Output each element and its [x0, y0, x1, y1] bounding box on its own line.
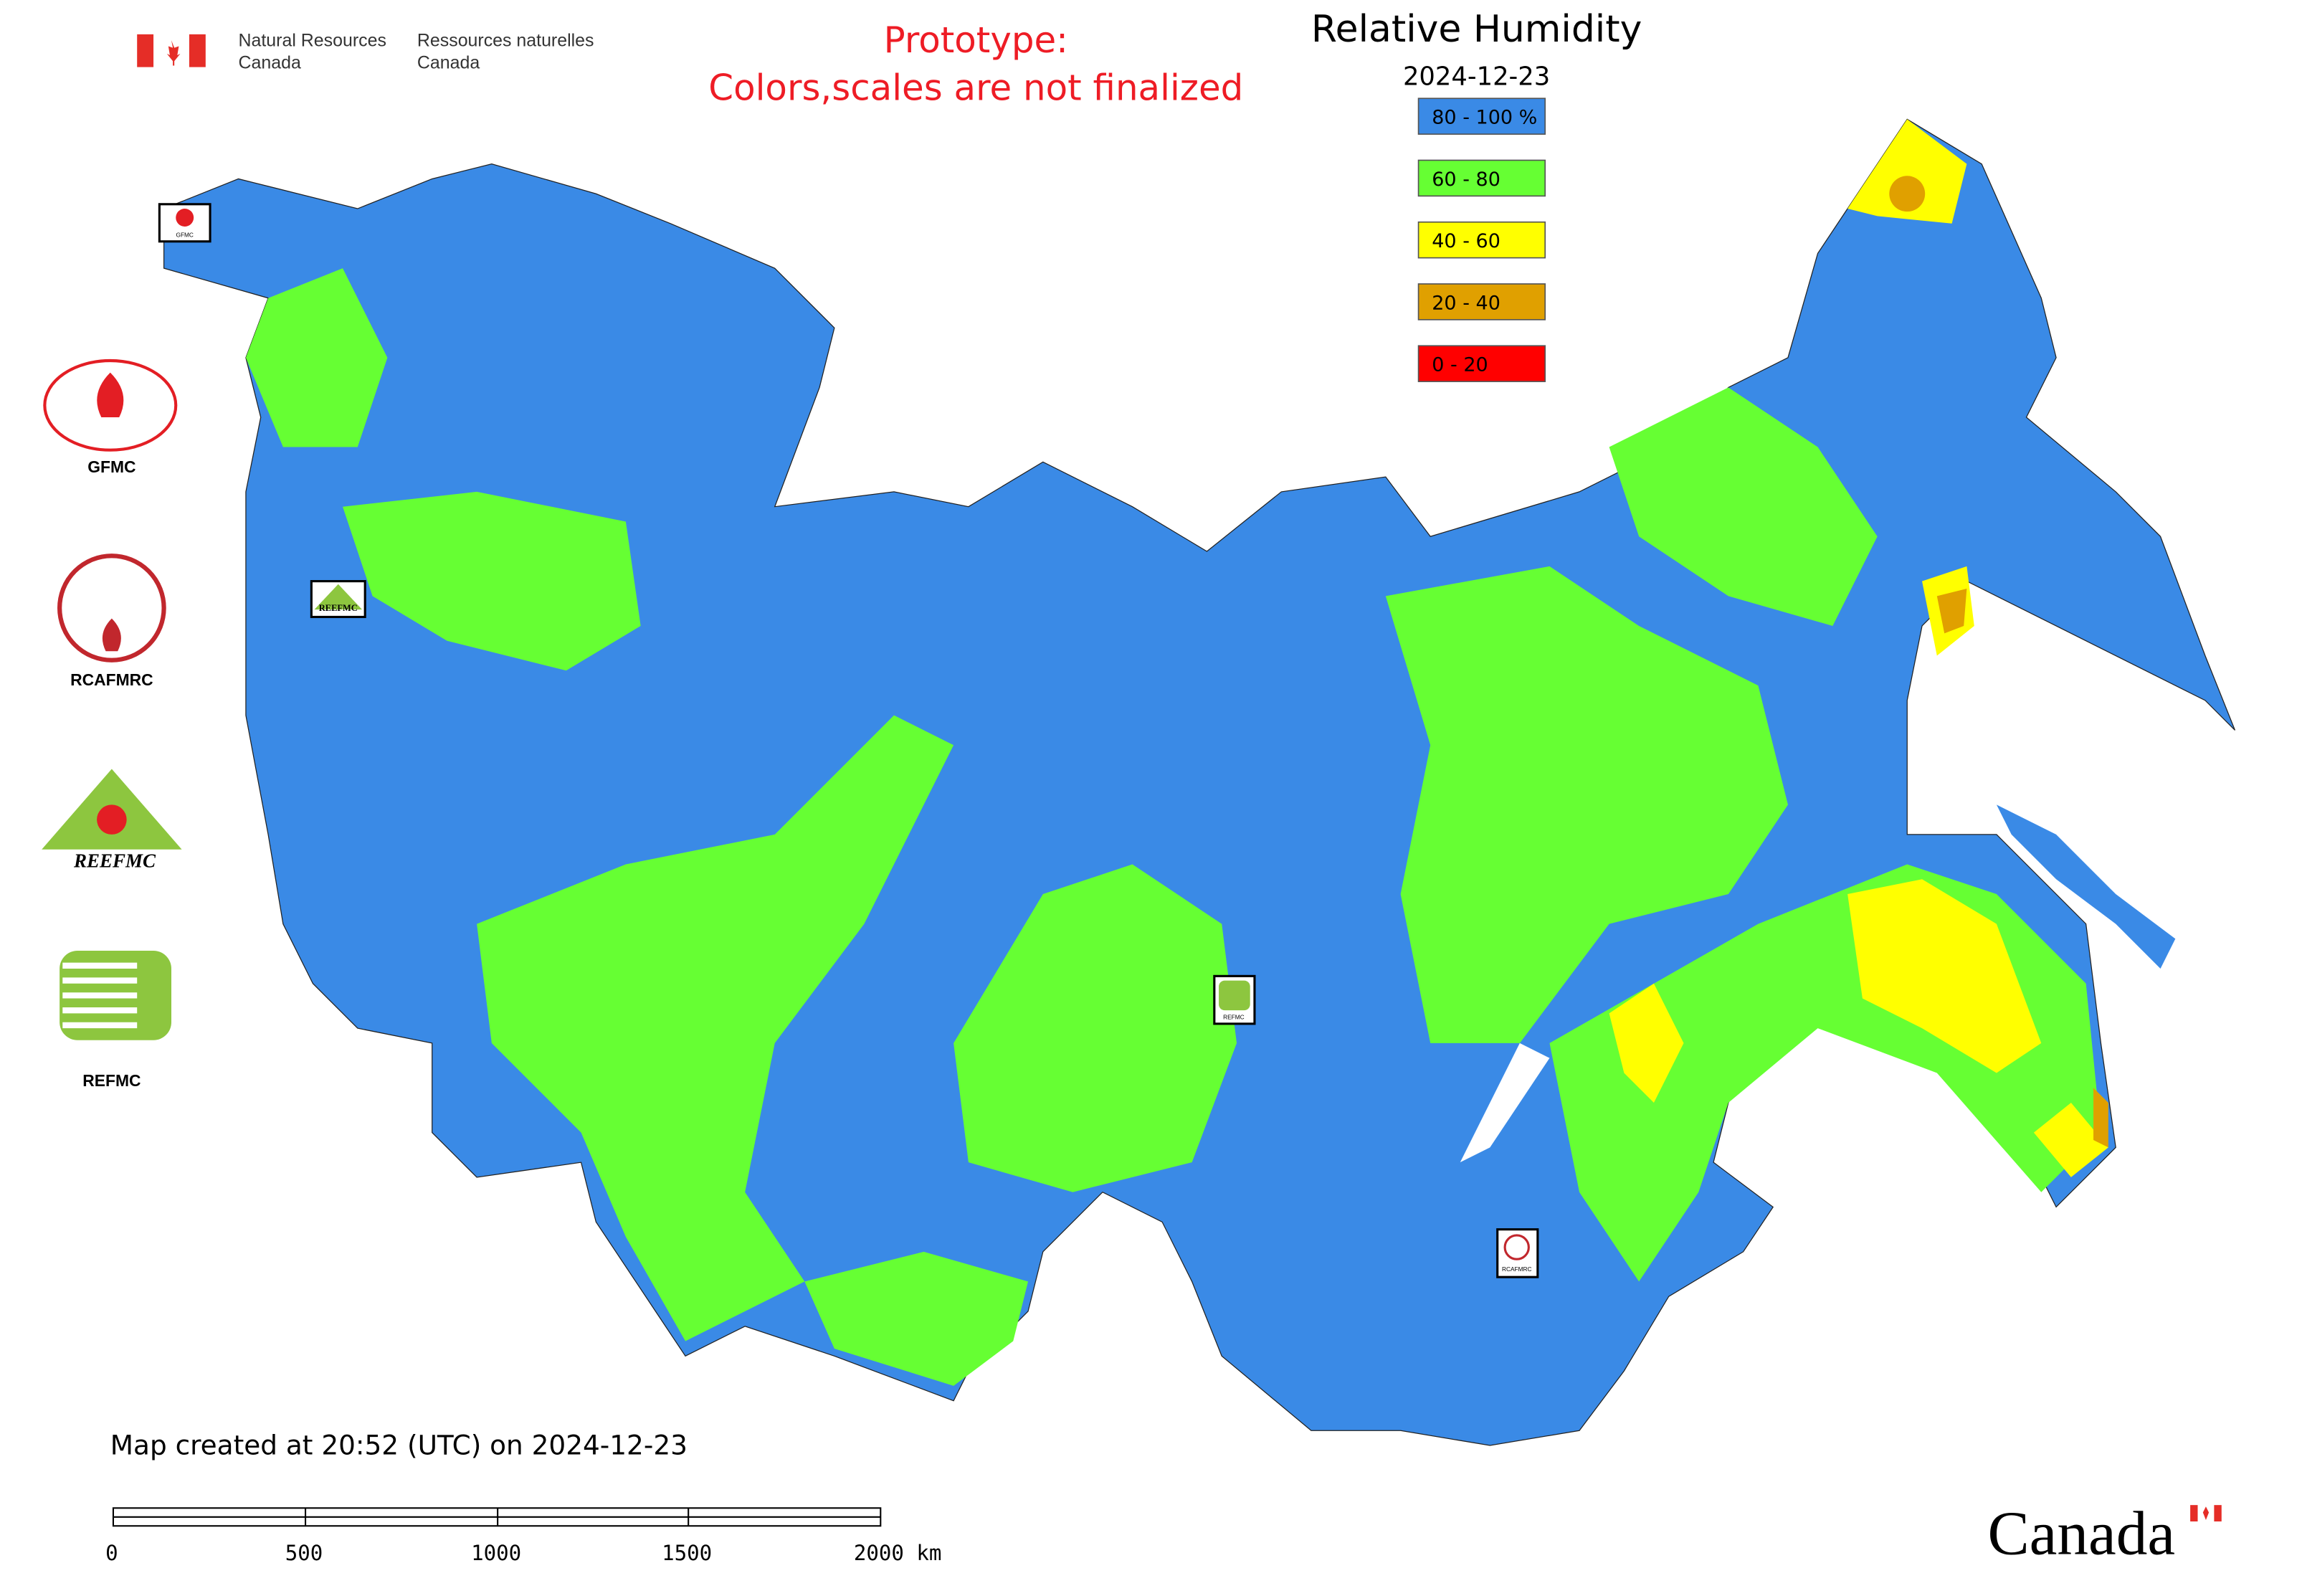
maple-leaf	[2202, 1506, 2210, 1520]
zone	[1609, 387, 1878, 626]
legend-swatch	[1417, 221, 1546, 259]
legend-label: 40 - 60	[1432, 230, 1500, 252]
wordmark-flag	[2190, 1505, 2222, 1522]
flag-bar	[2214, 1505, 2222, 1522]
zone	[1847, 879, 2042, 1073]
map-markers: GFMC REEFMC REFMC RCAFMRC	[158, 203, 1539, 1278]
legend-date: 2024-12-23	[1403, 62, 1550, 92]
logo	[57, 554, 166, 662]
scale-label: 1000	[471, 1541, 521, 1565]
maple-leaf	[166, 40, 181, 66]
nrcan-signature: Natural Resources Canada Ressources natu…	[137, 30, 594, 73]
org-en: Canada	[239, 53, 301, 73]
partner-label: GFMC	[87, 457, 135, 476]
marker-label: REEFMC	[319, 603, 358, 613]
partner-label: RCAFMRC	[70, 670, 153, 689]
zone	[1847, 119, 1967, 224]
legend-swatch	[1417, 283, 1546, 320]
logo	[43, 358, 178, 452]
zone	[804, 1251, 1029, 1386]
lake-baikal	[1460, 1042, 1550, 1163]
scale-label: 0	[105, 1541, 118, 1565]
org-fr: Canada	[417, 53, 480, 73]
scale-bar: 0 500 1000 1500 2000 km	[105, 1507, 942, 1565]
created-note: Map created at 20:52 (UTC) on 2024-12-23	[110, 1429, 688, 1460]
partner-label: REEFMC	[73, 850, 156, 872]
partner-logos: GFMC RCAFMRC REEFMC REFMC	[42, 358, 182, 1090]
legend-label: 80 - 100 %	[1432, 107, 1537, 129]
zone	[953, 864, 1237, 1192]
zone	[1889, 176, 1926, 212]
org-en: Natural Resources	[239, 30, 386, 50]
marker-label: GFMC	[176, 232, 193, 239]
flag-bar	[189, 34, 206, 67]
scale-divisions	[113, 1508, 881, 1526]
scale-label: 500	[285, 1541, 323, 1565]
zone	[1609, 983, 1684, 1103]
flag-bar	[137, 34, 154, 67]
legend-title: Relative Humidity	[1311, 8, 1642, 51]
logo	[97, 372, 124, 417]
zone	[245, 268, 388, 447]
marker-icon	[1503, 1234, 1530, 1260]
island	[1996, 804, 2176, 969]
legend-label: 60 - 80	[1432, 168, 1500, 191]
zone	[2093, 1088, 2108, 1148]
flag-bar	[2190, 1505, 2198, 1522]
map	[163, 118, 2236, 1446]
marker-label: REFMC	[1223, 1014, 1245, 1021]
zone	[343, 491, 641, 671]
legend-label: 20 - 40	[1432, 292, 1500, 314]
legend-swatch	[1417, 159, 1546, 197]
legend: 80 - 100 % 60 - 80 40 - 60 20 - 40 0 - 20	[1417, 98, 1546, 382]
legend-swatch	[1417, 98, 1546, 135]
marker-label: RCAFMRC	[1502, 1265, 1531, 1273]
org-fr: Ressources naturelles	[417, 30, 594, 50]
zone	[1385, 566, 1788, 1043]
scale-label: 2000 km	[854, 1541, 942, 1565]
marker-icon	[314, 584, 363, 610]
canada-wordmark: Canada	[1987, 1498, 2175, 1568]
zone	[2033, 1103, 2108, 1177]
notice: Prototype:	[884, 19, 1068, 61]
marker-icon	[176, 209, 194, 227]
zone	[477, 715, 954, 1341]
scale-label: 1500	[662, 1541, 712, 1565]
logo	[97, 804, 127, 835]
partner-label: REFMC	[82, 1071, 141, 1090]
zone	[1936, 588, 1967, 634]
legend-swatch	[1417, 345, 1546, 382]
logo	[62, 962, 138, 1029]
notice: Colors,scales are not finalized	[708, 67, 1243, 108]
legend-label: 0 - 20	[1432, 354, 1488, 376]
logo	[102, 618, 121, 652]
marker-icon	[1219, 980, 1250, 1011]
